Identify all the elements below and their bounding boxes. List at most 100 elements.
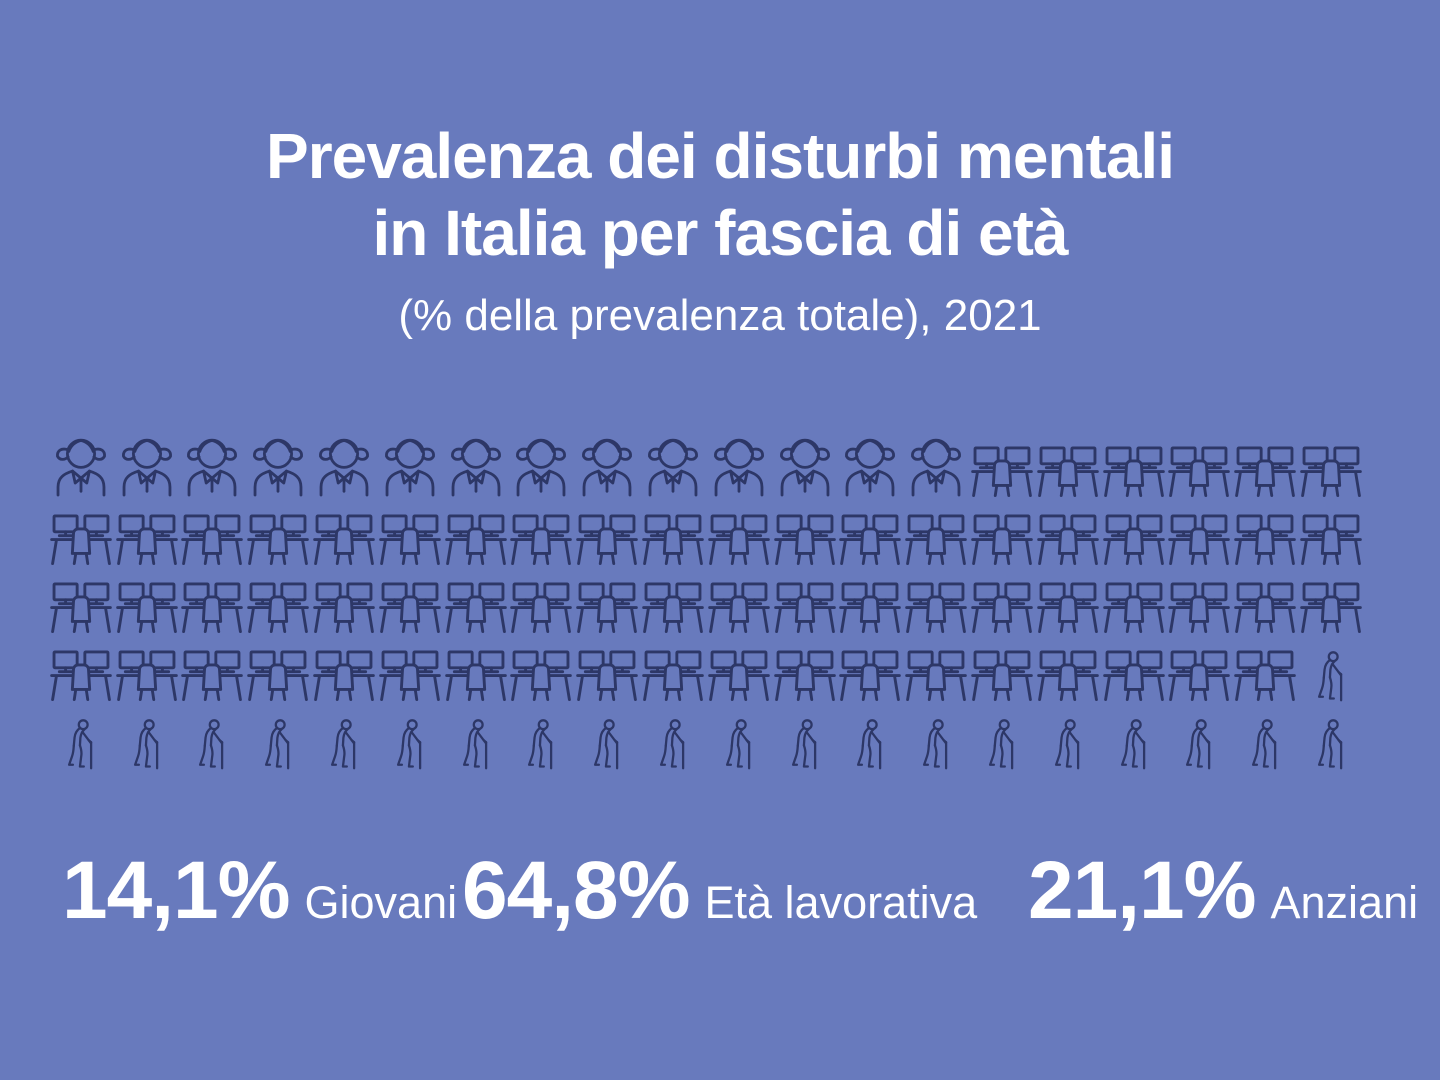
desk-icon (838, 634, 904, 702)
elderly-icon (1298, 634, 1364, 702)
desk-icon (509, 566, 575, 634)
desk-icon (1298, 566, 1364, 634)
elderly-icon (443, 702, 509, 770)
desk-icon (443, 498, 509, 566)
girl-icon (114, 430, 180, 498)
desk-icon (48, 634, 114, 702)
elderly-icon (772, 702, 838, 770)
desk-icon (114, 566, 180, 634)
stat-label-giovani: Giovani (304, 877, 458, 928)
elderly-icon (1167, 702, 1233, 770)
elderly-icon (969, 702, 1035, 770)
girl-icon (838, 430, 904, 498)
chart-title-line2: in Italia per fascia di età (372, 197, 1068, 269)
stat-label-eta-lavorativa: Età lavorativa (704, 877, 978, 928)
desk-icon (1232, 634, 1298, 702)
desk-icon (706, 566, 772, 634)
desk-icon (509, 634, 575, 702)
desk-icon (772, 634, 838, 702)
girl-icon (640, 430, 706, 498)
girl-icon (574, 430, 640, 498)
desk-icon (903, 498, 969, 566)
elderly-icon (245, 702, 311, 770)
desk-icon (1167, 566, 1233, 634)
desk-icon (772, 498, 838, 566)
stat-group-eta-lavorativa: 64,8% Età lavorativa (462, 845, 978, 936)
desk-icon (48, 498, 114, 566)
desk-icon (245, 634, 311, 702)
desk-icon (838, 498, 904, 566)
desk-icon (574, 634, 640, 702)
elderly-icon (640, 702, 706, 770)
desk-icon (377, 634, 443, 702)
desk-icon (114, 634, 180, 702)
elderly-icon (377, 702, 443, 770)
girl-icon (706, 430, 772, 498)
desk-icon (1232, 498, 1298, 566)
desk-icon (245, 498, 311, 566)
desk-icon (311, 634, 377, 702)
desk-icon (1167, 498, 1233, 566)
pictogram-grid (48, 430, 1364, 770)
elderly-icon (903, 702, 969, 770)
chart-subtitle: (% della prevalenza totale), 2021 (398, 291, 1042, 340)
desk-icon (903, 634, 969, 702)
stats-row: 14,1% Giovani 64,8% Età lavorativa 21,1%… (0, 845, 1440, 956)
desk-icon (311, 498, 377, 566)
desk-icon (443, 566, 509, 634)
elderly-icon (311, 702, 377, 770)
girl-icon (48, 430, 114, 498)
desk-icon (772, 566, 838, 634)
elderly-icon (1101, 702, 1167, 770)
desk-icon (1101, 498, 1167, 566)
desk-icon (1232, 566, 1298, 634)
elderly-icon (1298, 702, 1364, 770)
stat-value-giovani: 14,1% (62, 845, 291, 936)
desk-icon (443, 634, 509, 702)
desk-icon (1035, 566, 1101, 634)
desk-icon (311, 566, 377, 634)
girl-icon (245, 430, 311, 498)
desk-icon (574, 566, 640, 634)
desk-icon (706, 634, 772, 702)
elderly-icon (706, 702, 772, 770)
stat-value-eta-lavorativa: 64,8% (462, 845, 691, 936)
desk-icon (969, 498, 1035, 566)
desk-icon (1298, 430, 1364, 498)
desk-icon (1101, 634, 1167, 702)
desk-icon (180, 634, 246, 702)
desk-icon (1298, 498, 1364, 566)
desk-icon (180, 566, 246, 634)
girl-icon (377, 430, 443, 498)
desk-icon (969, 634, 1035, 702)
girl-icon (311, 430, 377, 498)
desk-icon (640, 566, 706, 634)
desk-icon (377, 566, 443, 634)
girl-icon (180, 430, 246, 498)
girl-icon (772, 430, 838, 498)
desk-icon (180, 498, 246, 566)
chart-title: Prevalenza dei disturbi mentali in Itali… (0, 118, 1440, 272)
desk-icon (574, 498, 640, 566)
desk-icon (48, 566, 114, 634)
desk-icon (245, 566, 311, 634)
desk-icon (1167, 634, 1233, 702)
chart-title-line1: Prevalenza dei disturbi mentali (266, 120, 1175, 192)
desk-icon (1101, 566, 1167, 634)
elderly-icon (114, 702, 180, 770)
stat-label-anziani: Anziani (1270, 877, 1419, 928)
desk-icon (1035, 498, 1101, 566)
desk-icon (903, 566, 969, 634)
elderly-icon (574, 702, 640, 770)
girl-icon (509, 430, 575, 498)
desk-icon (1035, 430, 1101, 498)
desk-icon (114, 498, 180, 566)
desk-icon (1167, 430, 1233, 498)
elderly-icon (180, 702, 246, 770)
desk-icon (509, 498, 575, 566)
elderly-icon (48, 702, 114, 770)
desk-icon (969, 430, 1035, 498)
girl-icon (903, 430, 969, 498)
elderly-icon (838, 702, 904, 770)
